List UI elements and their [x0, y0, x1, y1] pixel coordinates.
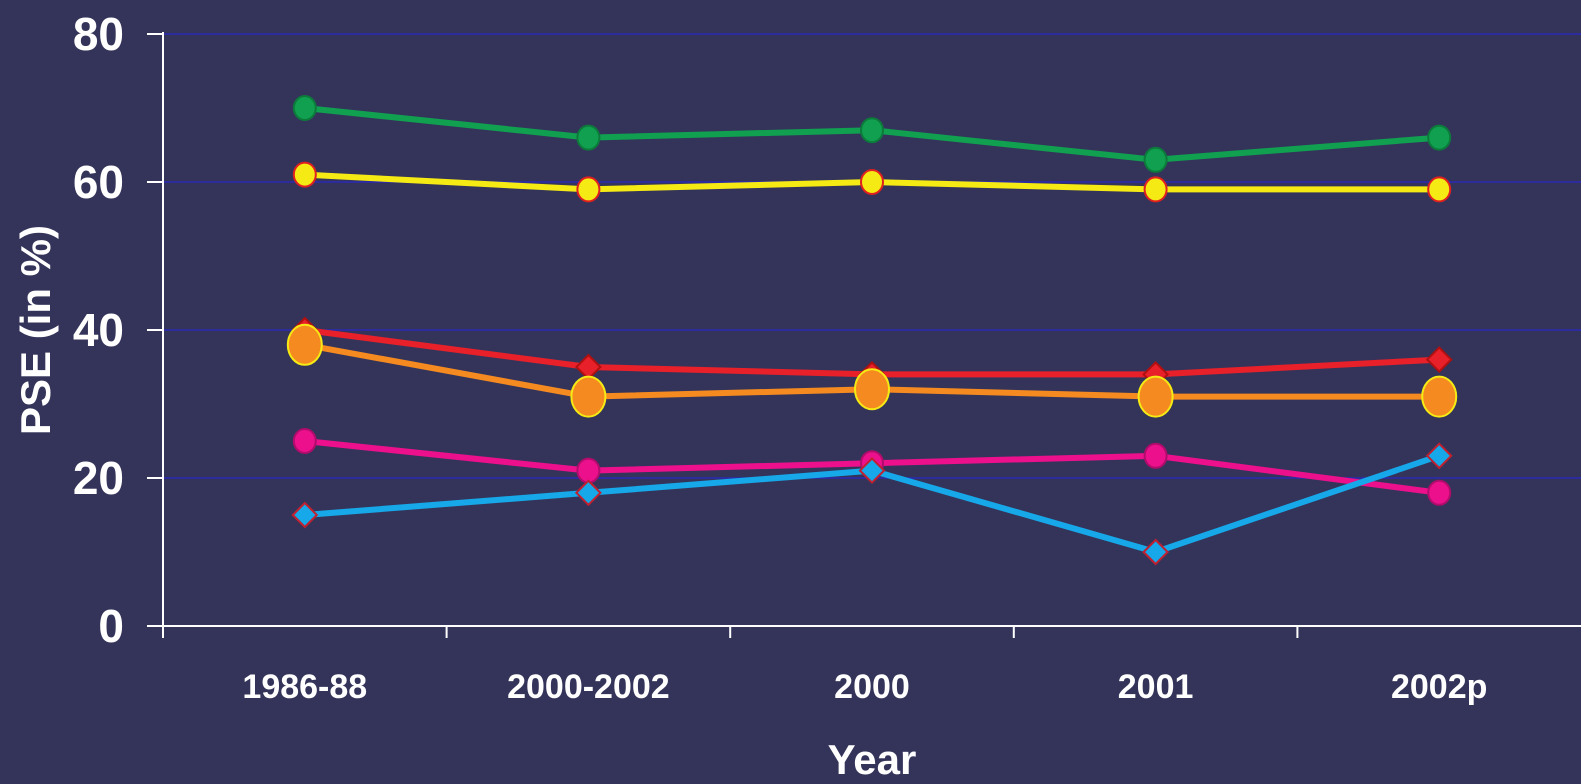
data-point [1427, 124, 1452, 151]
data-point [1143, 442, 1168, 469]
data-point [1425, 346, 1453, 374]
data-point [576, 457, 601, 484]
x-tick-label: 2000-2002 [507, 668, 670, 706]
data-point [854, 368, 890, 411]
x-tick-label: 2000 [834, 668, 910, 706]
data-point [1143, 176, 1168, 203]
series-6 [291, 442, 1453, 566]
data-point [576, 176, 601, 203]
data-point [1137, 375, 1174, 418]
y-tick-label: 20 [73, 452, 124, 504]
y-tick-label: 40 [73, 304, 124, 356]
data-point [574, 479, 602, 507]
x-tick-label: 2001 [1118, 668, 1194, 706]
data-point [576, 124, 601, 151]
series-4 [286, 323, 1458, 418]
y-tick-label: 80 [73, 8, 124, 60]
data-point [292, 428, 317, 454]
data-point [860, 117, 884, 144]
data-point [292, 161, 317, 188]
data-point [570, 375, 607, 418]
data-point [1425, 442, 1453, 470]
data-point [286, 323, 323, 366]
data-point [1427, 176, 1452, 203]
tick-labels: 0 20 40 60 80 1986-88 2000-2002 2000 2001 2002p [73, 8, 1488, 706]
y-axis-label: PSE (in %) [12, 225, 59, 435]
grid-lines [163, 33, 1581, 479]
data-point [858, 457, 886, 485]
data-point [292, 95, 317, 121]
data-point [291, 501, 319, 529]
x-tick-label: 1986-88 [242, 668, 367, 706]
y-tick-label: 60 [73, 156, 124, 208]
data-point [574, 353, 602, 381]
series-2 [292, 161, 1452, 203]
x-axis-label: Year [828, 736, 917, 783]
data-point [1143, 146, 1168, 173]
data-point [1142, 538, 1170, 566]
y-tick-label: 0 [98, 600, 124, 652]
data-point [1421, 375, 1458, 418]
data-point [860, 169, 884, 195]
axes [147, 32, 1581, 638]
series-lines [286, 95, 1458, 566]
series-1 [292, 95, 1452, 173]
data-point [1427, 479, 1452, 506]
x-tick-label: 2002p [1391, 668, 1487, 706]
